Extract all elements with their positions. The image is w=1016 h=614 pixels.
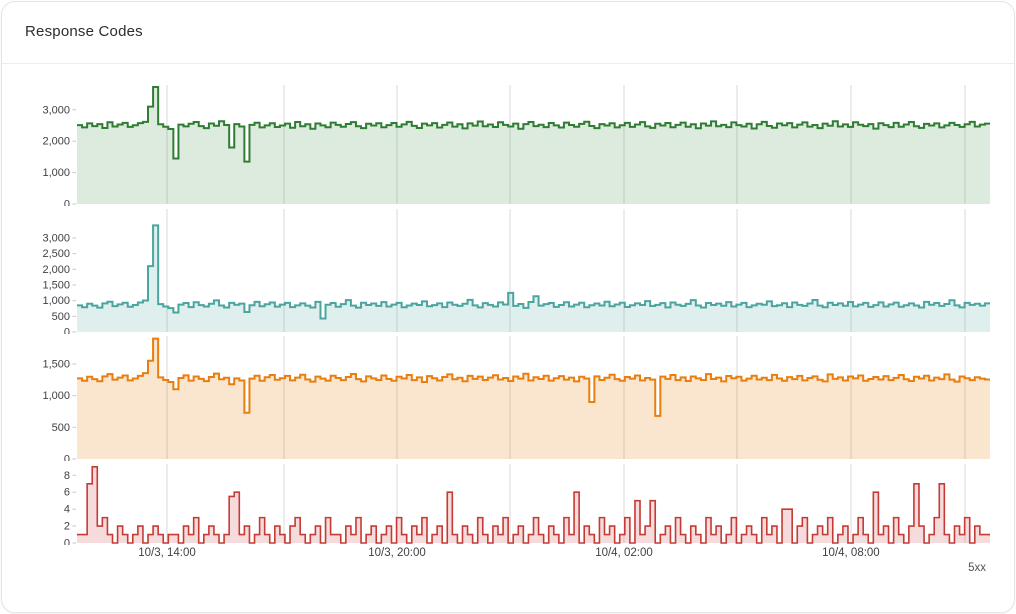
y-tick-label: 0: [64, 454, 70, 462]
legend: 5xx: [968, 558, 986, 576]
series-area: [77, 225, 990, 332]
x-axis-labels: 10/3, 14:00 10/3, 20:00 10/4, 02:00 10/4, 0…: [2, 546, 1014, 564]
y-tick-label: 2: [64, 521, 70, 533]
y-tick-label: 1,000: [42, 167, 70, 179]
chart-row-4-5xx[interactable]: 0 2 4 6 8: [2, 462, 1014, 546]
y-tick-label: 1,500: [42, 279, 70, 291]
chart-row-1[interactable]: 0 1,000 2,000 3,000: [2, 83, 1014, 207]
y-tick-label: 0: [64, 538, 70, 546]
series-area: [77, 87, 990, 204]
y-tick-label: 6: [64, 487, 70, 499]
y-tick-label: 8: [64, 470, 70, 482]
y-tick-label: 2,000: [42, 136, 70, 148]
chart-svg: 0 500 1,000 1,500 2,000 2,500 3,000: [42, 209, 990, 335]
y-tick-label: 4: [64, 504, 70, 516]
chart-svg: 0 500 1,000 1,500: [42, 336, 990, 462]
y-tick-label: 1,000: [42, 390, 70, 402]
x-tick-label: 10/4, 02:00: [595, 547, 653, 559]
chart-row-3[interactable]: 0 500 1,000 1,500: [2, 334, 1014, 462]
y-tick-label: 1,000: [42, 295, 70, 307]
panel-title: Response Codes: [25, 23, 143, 40]
series-area: [77, 338, 990, 459]
chart-svg: 0 1,000 2,000 3,000: [42, 85, 990, 207]
series-line: [77, 224, 990, 320]
y-tick-label: 500: [52, 422, 70, 434]
x-tick-label: 10/4, 08:00: [822, 547, 880, 559]
y-tick-label: 500: [52, 311, 70, 323]
x-tick-label: 10/3, 14:00: [138, 547, 196, 559]
y-tick-label: 2,500: [42, 248, 70, 260]
y-tick-label: 3,000: [42, 104, 70, 116]
panel-header: Response Codes: [2, 2, 1014, 64]
y-tick-label: 0: [64, 199, 70, 207]
legend-item-5xx[interactable]: 5xx: [968, 562, 986, 574]
chart-row-2[interactable]: 0 500 1,000 1,500 2,000 2,500 3,000: [2, 207, 1014, 335]
y-tick-label: 0: [64, 327, 70, 335]
x-tick-label: 10/3, 20:00: [368, 547, 426, 559]
y-tick-label: 3,000: [42, 232, 70, 244]
series-line: [77, 86, 990, 163]
y-tick-label: 1,500: [42, 358, 70, 370]
y-tick-label: 2,000: [42, 264, 70, 276]
chart-svg: 0 2 4 6 8: [64, 464, 990, 546]
series-line: [77, 466, 990, 544]
series-line: [77, 337, 990, 417]
